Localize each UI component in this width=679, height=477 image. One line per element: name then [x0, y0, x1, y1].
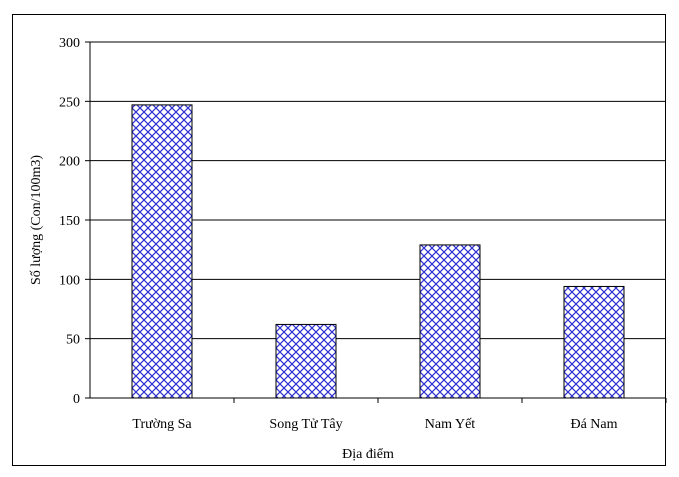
x-tick-label: Song Tử Tây: [269, 417, 342, 432]
bar-3: [419, 244, 481, 399]
y-tick-label: 200: [59, 155, 80, 170]
y-tick-label: 150: [59, 214, 80, 229]
y-tick-labels: 0 50 100 150 200 250 300: [59, 36, 80, 407]
bar-4: [563, 285, 625, 399]
y-tick-label: 100: [59, 273, 80, 288]
bar-2: [275, 323, 337, 399]
x-tick-labels: Trường Sa Song Tử Tây Nam Yết Đá Nam: [132, 417, 617, 432]
x-tick-label: Nam Yết: [425, 417, 476, 432]
y-axis-title: Số lượng (Con/100m3): [29, 155, 44, 285]
y-tick-label: 0: [73, 392, 80, 407]
x-tick-label: Trường Sa: [132, 417, 192, 432]
axes: [89, 42, 666, 399]
chart-frame: [12, 14, 666, 466]
bars: [131, 104, 625, 399]
x-tick-label: Đá Nam: [570, 417, 617, 432]
bar-1: [131, 104, 193, 399]
y-tick-label: 300: [59, 36, 80, 51]
x-axis-title: Địa điểm: [342, 447, 394, 462]
y-tick-label: 50: [66, 333, 80, 348]
y-tick-label: 250: [59, 95, 80, 110]
